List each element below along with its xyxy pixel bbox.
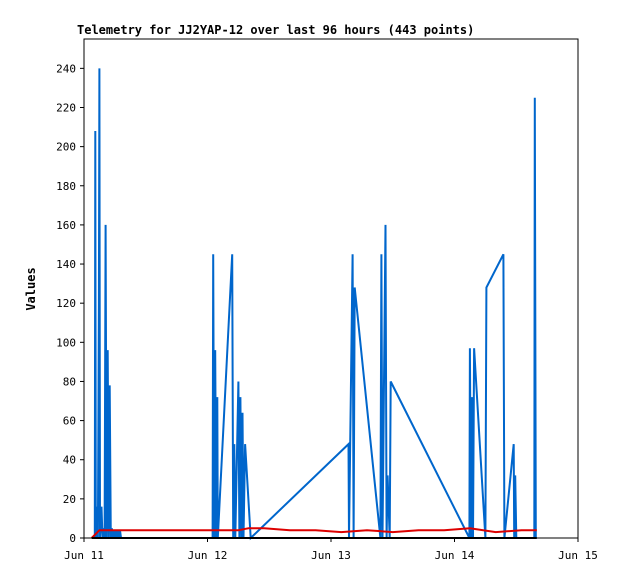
y-tick-label: 80 bbox=[63, 375, 76, 388]
y-axis-label: Values bbox=[24, 267, 38, 310]
x-tick-label: Jun 12 bbox=[188, 549, 228, 562]
x-tick-label: Jun 11 bbox=[64, 549, 104, 562]
y-tick-label: 60 bbox=[63, 415, 76, 428]
x-tick-label: Jun 15 bbox=[558, 549, 598, 562]
series-layer bbox=[90, 68, 537, 541]
y-tick-label: 220 bbox=[56, 101, 76, 114]
x-tick-label: Jun 13 bbox=[311, 549, 351, 562]
plot-area bbox=[83, 38, 579, 539]
series-line-2 bbox=[90, 527, 537, 539]
y-tick-label: 180 bbox=[56, 180, 76, 193]
y-tick-label: 200 bbox=[56, 141, 76, 154]
y-tick-label: 0 bbox=[69, 532, 76, 545]
y-tick-label: 240 bbox=[56, 62, 76, 75]
y-tick-label: 20 bbox=[63, 493, 76, 506]
x-tick-label: Jun 14 bbox=[435, 549, 475, 562]
chart-title: Telemetry for JJ2YAP-12 over last 96 hou… bbox=[77, 23, 474, 37]
y-tick-label: 40 bbox=[63, 454, 76, 467]
y-tick-label: 140 bbox=[56, 258, 76, 271]
y-tick-label: 160 bbox=[56, 219, 76, 232]
y-axis: 0 20 40 60 80 100 120 140 160 180 200 220 240 bbox=[56, 62, 84, 545]
y-tick-label: 120 bbox=[56, 297, 76, 310]
y-tick-label: 100 bbox=[56, 336, 76, 349]
x-axis: Jun 11 Jun 12 Jun 13 Jun 14 Jun 15 bbox=[64, 538, 598, 562]
series-line-1 bbox=[93, 68, 537, 541]
